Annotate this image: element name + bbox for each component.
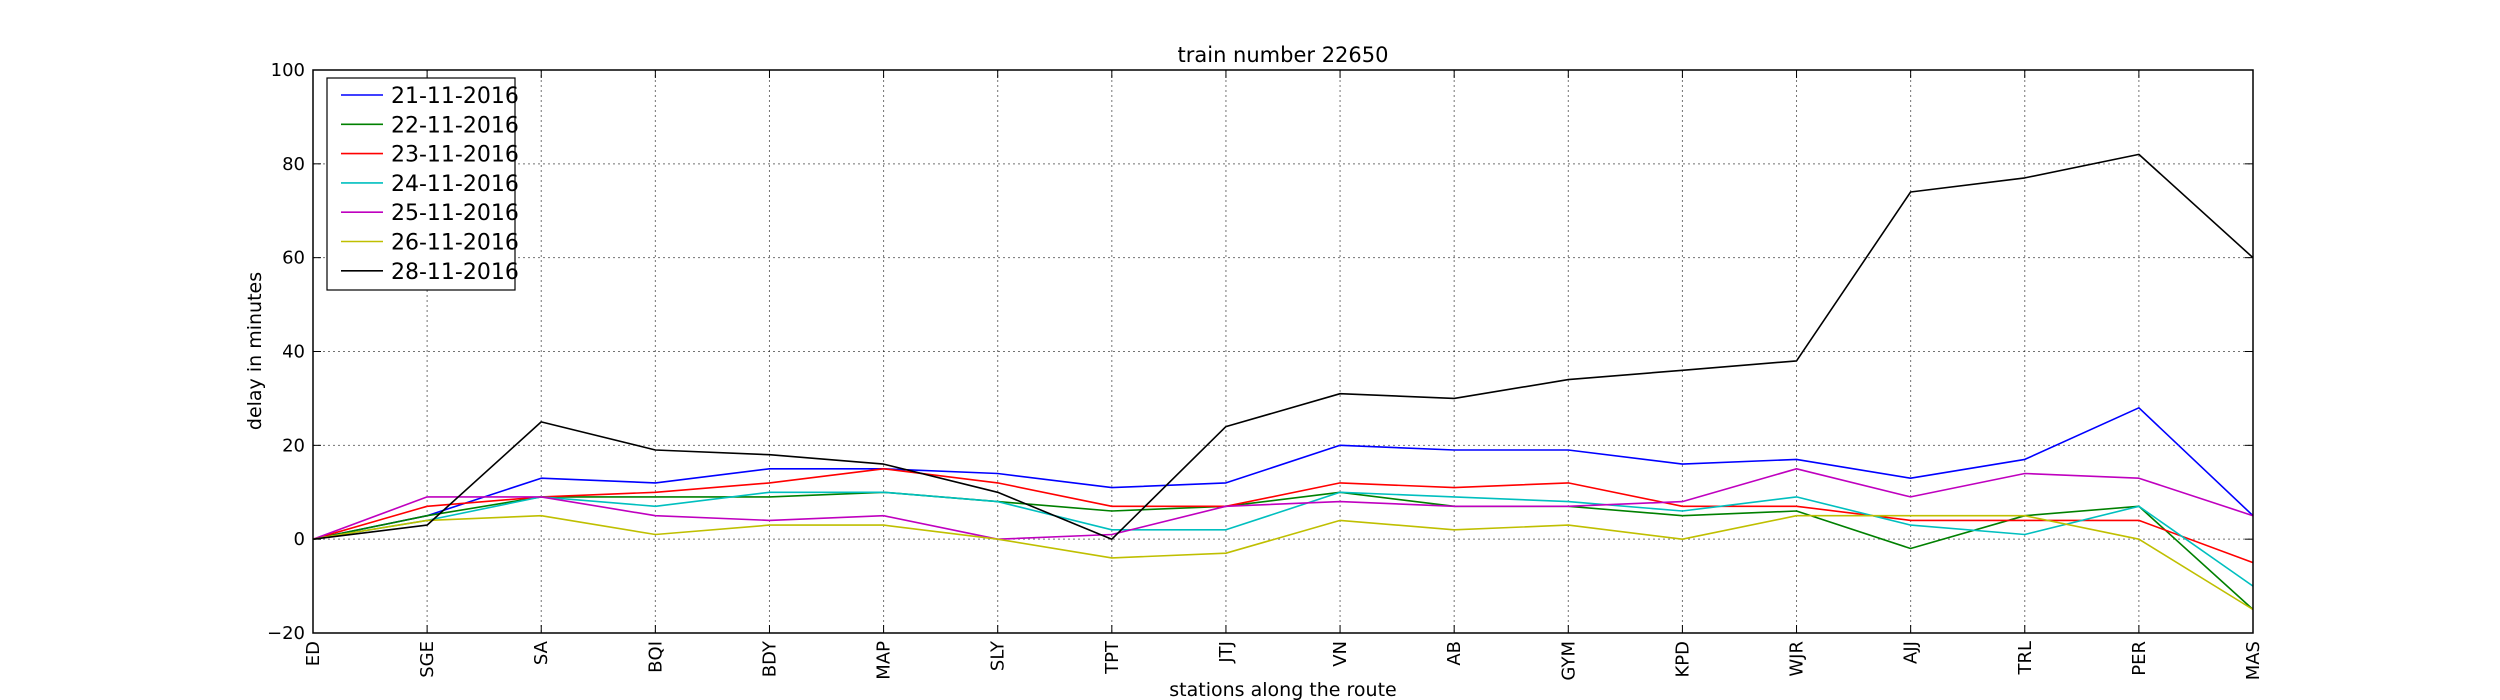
legend-label: 21-11-2016 xyxy=(391,84,519,109)
x-tick-label: JTJ xyxy=(1216,641,1237,664)
series-line-24-11-2016 xyxy=(312,491,2254,587)
legend-box xyxy=(326,77,516,291)
x-tick-label: VN xyxy=(1330,641,1351,667)
series-lines xyxy=(312,153,2254,611)
legend-label: 22-11-2016 xyxy=(391,113,519,138)
y-axis: −20 0 20 40 60 80 100 xyxy=(267,60,2253,644)
legend-label: 24-11-2016 xyxy=(391,172,519,197)
x-axis-title: stations along the route xyxy=(1169,679,1396,700)
y-tick-label: 60 xyxy=(282,248,305,269)
x-tick-label: BDY xyxy=(759,640,780,677)
x-tick-label: SA xyxy=(531,640,552,665)
x-axis: ED SGE SA BQI BDY MAP SLY TPT JTJ VN AB GYM KPD WJR AJ… xyxy=(303,70,2264,681)
series-line-28-11-2016 xyxy=(312,153,2254,541)
y-tick-label: 0 xyxy=(294,529,305,550)
series-line-26-11-2016 xyxy=(312,514,2254,611)
y-tick-label: 100 xyxy=(271,60,305,81)
x-tick-label: KPD xyxy=(1672,641,1693,678)
x-tick-label: WJR xyxy=(1787,641,1808,677)
y-tick-label: 80 xyxy=(282,154,305,175)
y-tick-label: −20 xyxy=(267,623,305,644)
x-tick-label: BQI xyxy=(645,641,666,673)
y-tick-label: 40 xyxy=(282,342,305,363)
legend-label: 26-11-2016 xyxy=(391,231,519,256)
x-tick-label: AB xyxy=(1444,641,1465,666)
legend-label: 28-11-2016 xyxy=(391,260,519,285)
chart-title: train number 22650 xyxy=(1178,43,1389,67)
x-tick-label: ED xyxy=(303,641,324,666)
y-tick-label: 20 xyxy=(282,435,305,456)
grid xyxy=(312,69,2254,634)
x-tick-label: GYM xyxy=(1558,641,1579,681)
x-tick-label: TRL xyxy=(2015,641,2036,676)
legend-label: 23-11-2016 xyxy=(391,143,519,168)
x-tick-label: SGE xyxy=(417,641,438,678)
series-line-22-11-2016 xyxy=(312,491,2254,611)
x-tick-label: TPT xyxy=(1102,640,1123,675)
series-line-25-11-2016 xyxy=(312,467,2254,541)
series-line-21-11-2016 xyxy=(312,406,2254,540)
legend: 21-11-2016 22-11-2016 23-11-2016 24-11-2016… xyxy=(326,77,519,291)
legend-label: 25-11-2016 xyxy=(391,201,519,226)
series-line-23-11-2016 xyxy=(312,467,2254,564)
x-tick-label: PER xyxy=(2129,641,2150,676)
x-tick-label: AJJ xyxy=(1901,641,1922,664)
x-tick-label: SLY xyxy=(988,640,1009,671)
y-axis-title: delay in minutes xyxy=(244,272,266,430)
x-tick-label: MAS xyxy=(2243,641,2264,680)
x-tick-label: MAP xyxy=(874,641,895,680)
